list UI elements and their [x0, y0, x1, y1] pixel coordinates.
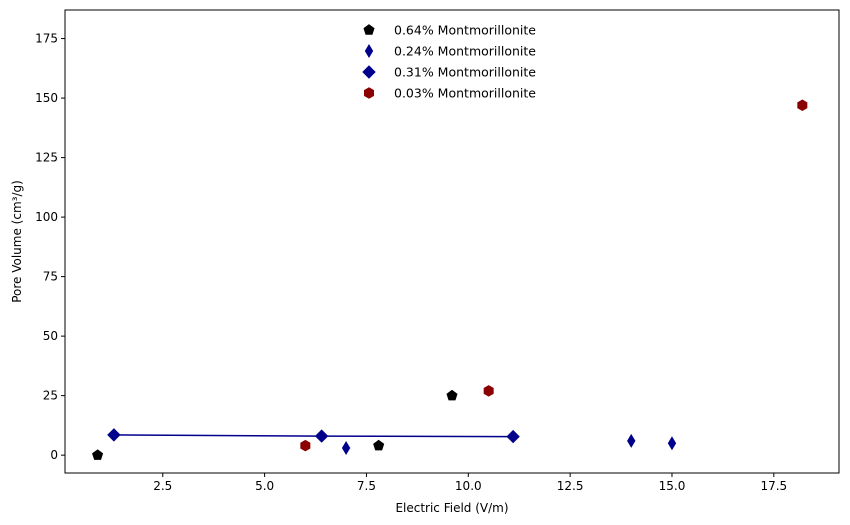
- y-tick-label: 50: [43, 329, 58, 343]
- series-3: [107, 428, 520, 444]
- legend-item: 0.64% Montmorillonite: [363, 23, 536, 38]
- x-tick-label: 15.0: [659, 479, 686, 493]
- y-tick-label: 125: [35, 151, 58, 165]
- y-tick-label: 75: [43, 270, 58, 284]
- legend-item: 0.03% Montmorillonite: [364, 86, 536, 101]
- legend-marker: [364, 87, 374, 99]
- y-tick-label: 150: [35, 91, 58, 105]
- y-axis-ticks: 0 25 50 75 100 125 150 175: [35, 32, 65, 462]
- legend-marker: [362, 65, 376, 79]
- series-2: [341, 433, 677, 455]
- x-tick-label: 10.0: [455, 479, 482, 493]
- legend: 0.64% Montmorillonite 0.24% Montmorilloni…: [362, 23, 536, 101]
- chart-marks: [92, 99, 808, 460]
- legend-label: 0.24% Montmorillonite: [394, 44, 536, 59]
- x-tick-label: 7.5: [357, 479, 376, 493]
- series-4: [300, 99, 808, 452]
- x-tick-label: 17.5: [760, 479, 787, 493]
- series-line: [113, 434, 514, 438]
- data-point: [446, 389, 458, 401]
- x-tick-label: 2.5: [153, 479, 172, 493]
- data-point: [373, 439, 385, 451]
- x-axis-label: Electric Field (V/m): [395, 501, 508, 515]
- x-tick-label: 5.0: [255, 479, 274, 493]
- data-point: [506, 429, 520, 444]
- data-point: [483, 385, 494, 397]
- legend-item: 0.31% Montmorillonite: [362, 65, 536, 80]
- series-1: [92, 389, 458, 460]
- legend-label: 0.03% Montmorillonite: [394, 86, 536, 101]
- y-tick-label: 175: [35, 32, 58, 46]
- x-axis-ticks: 2.5 5.0 7.5 10.0 12.5 15.0 17.5: [153, 473, 787, 493]
- data-point: [300, 439, 311, 452]
- data-point: [107, 428, 121, 442]
- data-point: [667, 436, 677, 451]
- legend-marker: [363, 24, 375, 35]
- plot-frame: [64, 9, 840, 474]
- legend-label: 0.64% Montmorillonite: [394, 23, 536, 38]
- data-point: [92, 449, 104, 460]
- data-point: [627, 433, 636, 448]
- y-axis-label: Pore Volume (cm³/g): [10, 180, 24, 303]
- data-point: [797, 99, 808, 111]
- y-tick-label: 0: [50, 448, 58, 462]
- legend-label: 0.31% Montmorillonite: [394, 65, 536, 80]
- data-point: [314, 429, 329, 443]
- y-tick-label: 100: [35, 210, 58, 224]
- y-tick-label: 25: [43, 389, 58, 403]
- legend-marker: [364, 44, 374, 58]
- legend-item: 0.24% Montmorillonite: [364, 44, 536, 59]
- x-tick-label: 12.5: [557, 479, 584, 493]
- data-point: [341, 441, 351, 455]
